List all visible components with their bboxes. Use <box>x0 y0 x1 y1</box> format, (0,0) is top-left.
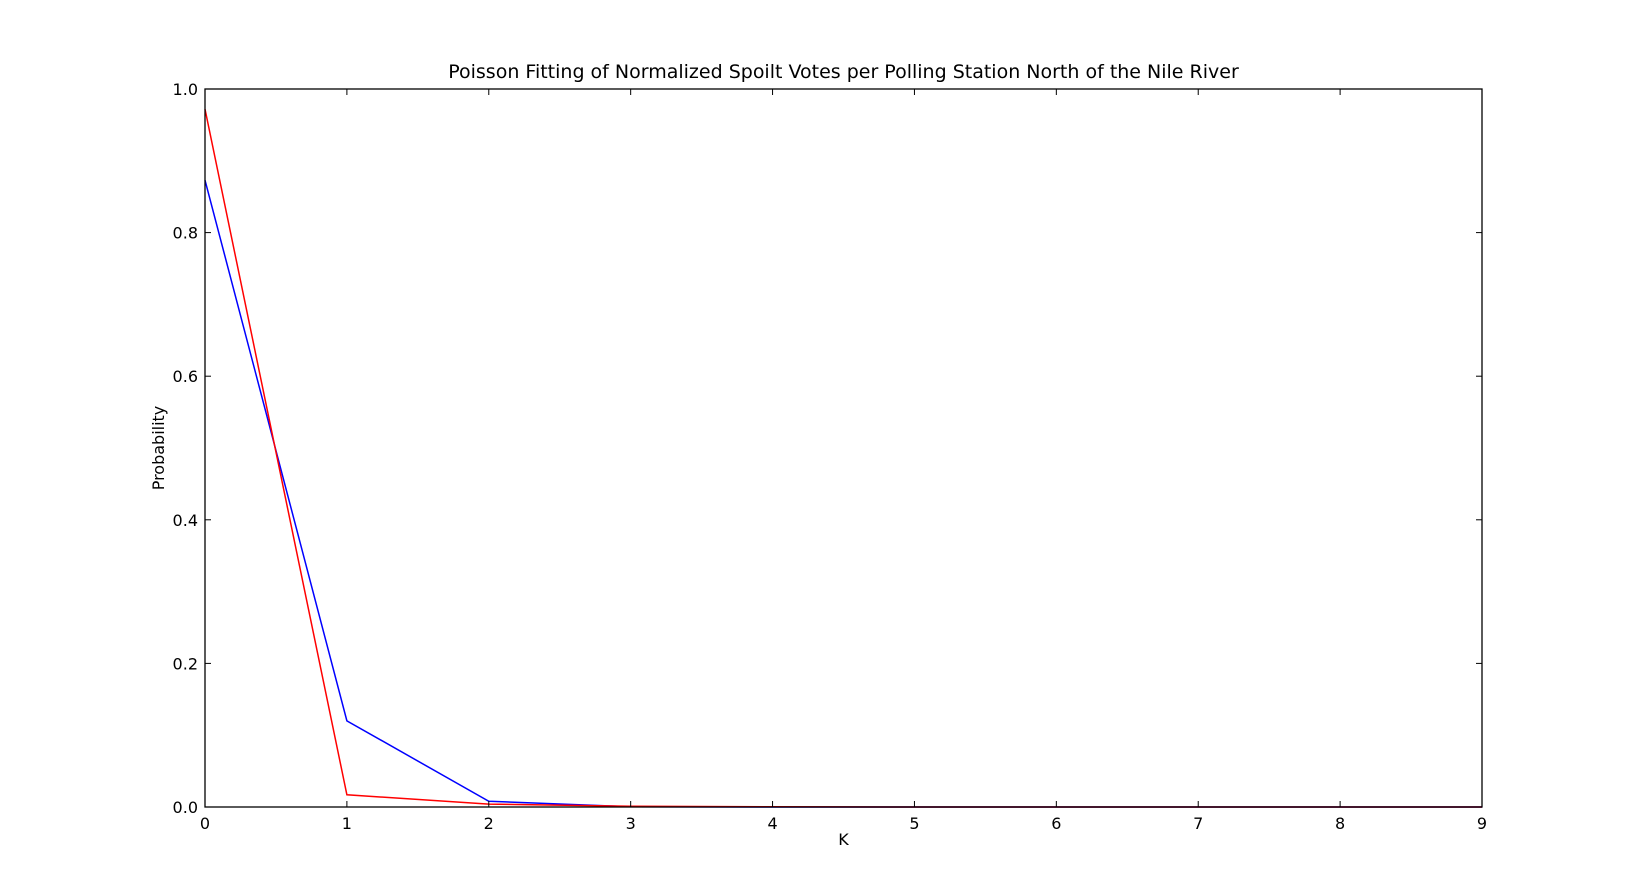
x-tick-label: 7 <box>1193 814 1203 833</box>
plot-frame <box>204 88 1483 808</box>
chart-title: Poisson Fitting of Normalized Spoilt Vot… <box>448 61 1239 83</box>
x-tick-label: 8 <box>1335 814 1345 833</box>
ticks-layer: 0 1 2 3 4 5 6 7 8 9 0.0 0.2 0.4 0.6 0.8 1.0 <box>173 80 1488 833</box>
y-tick-label: 0.4 <box>173 511 198 530</box>
x-tick-label: 2 <box>484 814 494 833</box>
x-tick-label: 3 <box>626 814 636 833</box>
x-axis-label: K <box>838 830 849 849</box>
y-tick-label: 1.0 <box>173 80 198 99</box>
y-tick-label: 0.0 <box>173 798 198 817</box>
x-tick-label: 0 <box>200 814 210 833</box>
y-axis-label: Probability <box>149 406 168 491</box>
x-tick-label: 9 <box>1477 814 1487 833</box>
x-tick-label: 5 <box>909 814 919 833</box>
x-tick-label: 4 <box>767 814 777 833</box>
y-tick-label: 0.2 <box>173 654 198 673</box>
y-tick-label: 0.8 <box>173 224 198 243</box>
x-tick-label: 6 <box>1051 814 1061 833</box>
x-tick-label: 1 <box>342 814 352 833</box>
y-tick-label: 0.6 <box>173 367 198 386</box>
